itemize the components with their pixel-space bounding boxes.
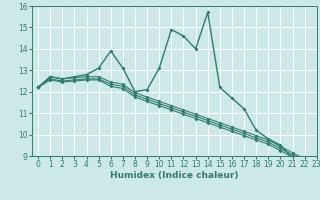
X-axis label: Humidex (Indice chaleur): Humidex (Indice chaleur) (110, 171, 239, 180)
